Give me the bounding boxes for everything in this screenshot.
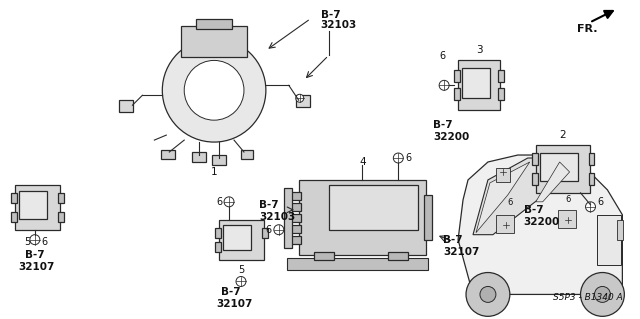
Bar [212, 155, 226, 165]
Text: B-7: B-7 [25, 249, 45, 260]
Circle shape [30, 235, 40, 245]
Text: 6: 6 [439, 51, 445, 62]
Circle shape [236, 277, 246, 286]
Text: 32200: 32200 [433, 132, 469, 142]
Text: 6: 6 [266, 225, 272, 235]
Text: 32200: 32200 [524, 217, 560, 227]
Text: 6: 6 [597, 197, 604, 207]
Bar [192, 152, 206, 162]
Text: B-7: B-7 [433, 120, 452, 130]
Bar [291, 225, 301, 233]
Bar [15, 185, 60, 230]
Circle shape [394, 153, 403, 163]
Bar [557, 210, 575, 228]
Circle shape [503, 222, 509, 228]
Text: FR.: FR. [577, 24, 598, 33]
Bar [540, 153, 577, 181]
Bar [424, 195, 432, 240]
Text: 32103: 32103 [259, 212, 295, 222]
Bar [532, 173, 538, 185]
Text: 2: 2 [559, 130, 566, 140]
Polygon shape [473, 158, 573, 235]
Bar [58, 212, 64, 222]
Text: B-7: B-7 [221, 287, 241, 297]
Bar [120, 100, 133, 112]
Text: 4: 4 [359, 157, 366, 167]
Text: B-7: B-7 [259, 200, 278, 210]
Bar [11, 193, 17, 203]
Bar [291, 214, 301, 222]
Bar [618, 220, 623, 240]
Bar [589, 173, 595, 185]
Bar [388, 252, 408, 260]
Bar [223, 225, 251, 250]
Text: 32103: 32103 [321, 19, 357, 30]
Bar [58, 193, 64, 203]
Circle shape [439, 80, 449, 90]
Circle shape [500, 169, 506, 175]
Bar [454, 88, 460, 100]
Text: 6: 6 [565, 195, 570, 204]
Text: 1: 1 [211, 167, 218, 177]
Text: 32107: 32107 [443, 247, 479, 256]
Bar [262, 228, 268, 238]
Bar [291, 203, 301, 211]
Circle shape [163, 39, 266, 142]
Bar [284, 188, 292, 248]
Circle shape [580, 272, 625, 316]
Bar [11, 212, 17, 222]
Bar [19, 191, 47, 219]
Polygon shape [476, 162, 530, 233]
Text: B-7: B-7 [443, 235, 463, 245]
Text: 6: 6 [507, 198, 513, 207]
Circle shape [466, 272, 510, 316]
Bar [314, 252, 333, 260]
Text: B-7: B-7 [524, 205, 543, 215]
Bar [296, 95, 310, 107]
Bar [496, 215, 514, 233]
Text: 5: 5 [238, 264, 244, 275]
Text: 3: 3 [476, 46, 483, 56]
Bar [215, 242, 221, 252]
Circle shape [595, 286, 611, 302]
Bar [458, 60, 500, 110]
Text: 6: 6 [216, 197, 222, 207]
Circle shape [224, 197, 234, 207]
Bar [241, 150, 253, 159]
Circle shape [480, 286, 496, 302]
Polygon shape [536, 162, 570, 202]
Bar [219, 220, 264, 260]
Circle shape [296, 94, 304, 102]
Polygon shape [458, 155, 622, 294]
Bar [598, 215, 621, 264]
Text: 6: 6 [42, 237, 48, 247]
Bar [496, 168, 510, 182]
Text: 6: 6 [405, 153, 412, 163]
Bar [498, 70, 504, 82]
Circle shape [184, 60, 244, 120]
Polygon shape [287, 257, 428, 270]
Bar [291, 192, 301, 200]
Bar [181, 26, 247, 57]
Bar [328, 185, 418, 230]
Bar [536, 145, 591, 193]
Bar [462, 68, 490, 98]
Bar [215, 228, 221, 238]
Text: S5P3 - B1340 A: S5P3 - B1340 A [553, 293, 623, 302]
Text: 5: 5 [24, 237, 30, 247]
Bar [532, 153, 538, 165]
Text: B-7: B-7 [321, 10, 340, 19]
Text: 32107: 32107 [18, 262, 54, 271]
Circle shape [274, 225, 284, 235]
Circle shape [586, 202, 595, 212]
Bar [161, 150, 175, 159]
Circle shape [564, 217, 571, 223]
Bar [454, 70, 460, 82]
Text: 32107: 32107 [216, 300, 252, 309]
Bar [589, 153, 595, 165]
Bar [196, 19, 232, 29]
Bar [498, 88, 504, 100]
Bar [299, 180, 426, 255]
Bar [291, 236, 301, 244]
